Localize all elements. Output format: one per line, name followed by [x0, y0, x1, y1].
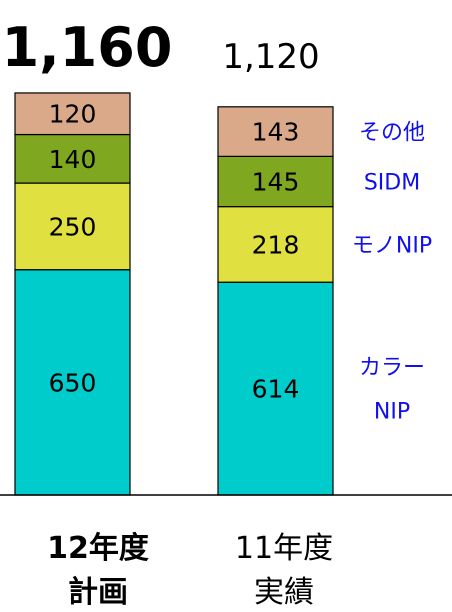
legend-label: SIDM: [364, 171, 420, 196]
bar-segment: [14, 92, 131, 136]
data-label: 218: [252, 230, 300, 259]
total-label: 1,120: [222, 37, 319, 77]
legend-label: モノNIP: [352, 233, 432, 258]
legend-label: NIP: [374, 400, 410, 425]
data-label: 614: [252, 375, 300, 404]
bar-segment: [217, 281, 334, 496]
category-label: 12年度: [47, 531, 149, 566]
legend-label: カラー: [359, 356, 425, 381]
data-label: 250: [49, 212, 97, 241]
bar-segment: [14, 182, 131, 271]
data-label: 140: [49, 145, 97, 174]
bar-segment: [217, 155, 334, 208]
data-label: 120: [49, 100, 97, 129]
category-label: 11年度: [235, 531, 333, 566]
total-label: 1,160: [2, 16, 173, 79]
data-label: 143: [252, 118, 300, 147]
data-label: 145: [252, 168, 300, 197]
bar-segment: [217, 106, 334, 157]
bar-segment: [14, 269, 131, 496]
category-label: 実績: [254, 575, 314, 610]
legend-label: その他: [359, 121, 425, 146]
category-label: 計画: [68, 575, 128, 610]
bar-segment: [217, 206, 334, 283]
data-label: 650: [49, 368, 97, 397]
